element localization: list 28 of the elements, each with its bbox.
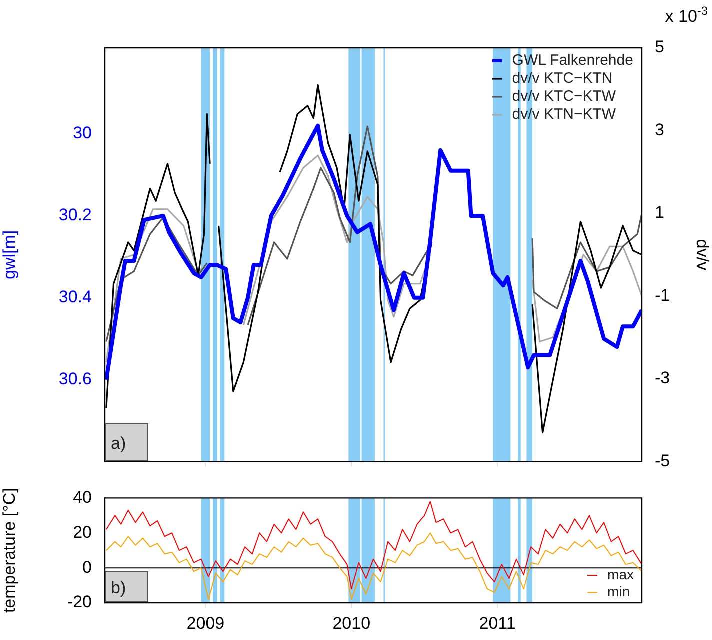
legend-label: dv/v KTC−KTN (512, 70, 613, 88)
legend-label: dv/v KTC−KTW (512, 88, 617, 106)
y-tick-label: 0 (82, 558, 92, 577)
y-tick-label: 30.2 (58, 206, 92, 225)
y-tick-label: 30 (73, 124, 92, 143)
x-tick-label: 2009 (186, 614, 225, 633)
y2-tick-label: 1 (655, 203, 664, 222)
y2-tick-label: -3 (655, 368, 670, 388)
y-tick-label: 40 (73, 488, 92, 507)
y2-tick-label: 3 (655, 120, 664, 140)
y-tick-label: 30.6 (58, 370, 92, 389)
annotation: b) (111, 578, 126, 598)
x-tick-label: 2011 (479, 614, 516, 633)
y-tick-label: -20 (67, 592, 92, 612)
legend-label: dv/v KTN−KTW (512, 106, 617, 124)
x-tick-label: 2010 (332, 614, 371, 633)
y-tick-label: 30.4 (58, 288, 92, 307)
annotation: a) (111, 434, 126, 453)
y2-tick-label: -1 (655, 286, 670, 305)
y-axis-title: gwl[m] (0, 230, 19, 280)
y2-tick-label: 5 (655, 38, 664, 57)
legend-label: max (608, 566, 634, 582)
y-tick-label: 20 (73, 522, 92, 542)
y2-axis-title: dv/v (693, 239, 712, 271)
legend-label: GWL Falkenrehde (512, 52, 634, 70)
legend-label: min (608, 583, 630, 600)
y-axis-title: temperature [°C] (0, 488, 19, 614)
y2-tick-label: -5 (655, 451, 670, 470)
